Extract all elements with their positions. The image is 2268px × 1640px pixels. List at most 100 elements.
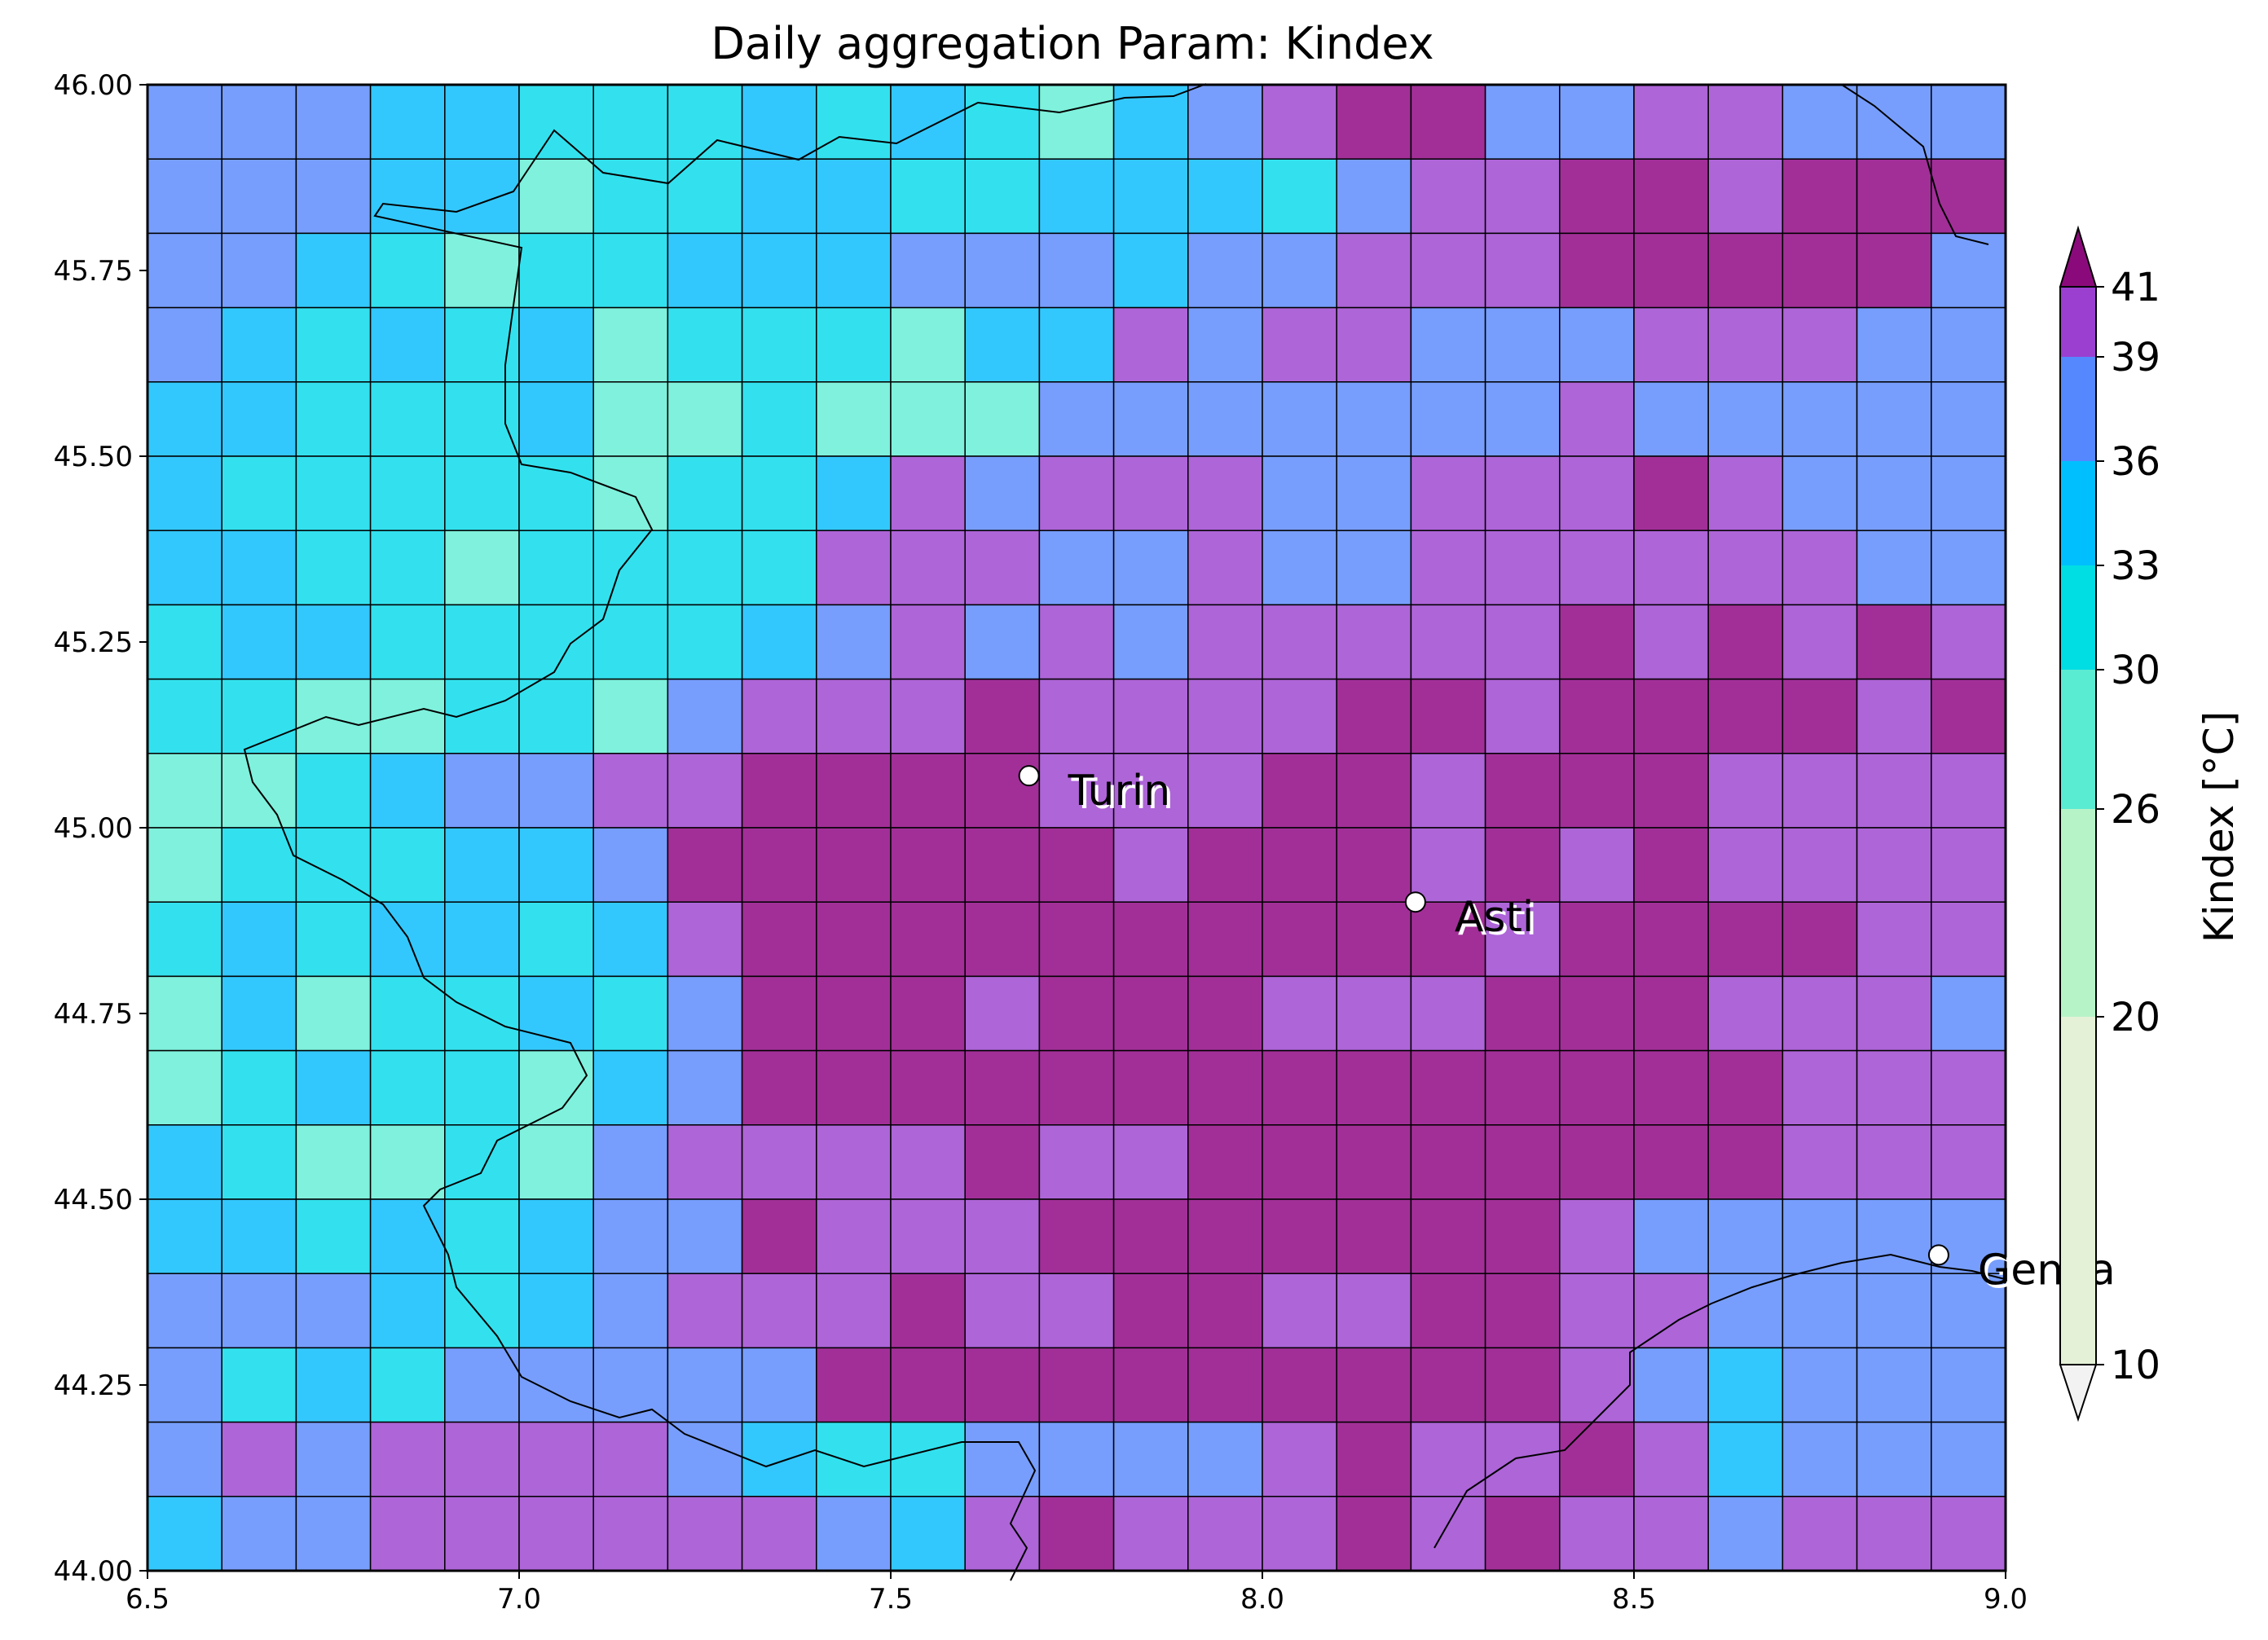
- grid-cell: [593, 754, 667, 828]
- grid-cell: [742, 159, 817, 233]
- x-tick-label: 8.5: [1612, 1583, 1656, 1616]
- grid-cell: [1411, 828, 1485, 902]
- grid-cell: [296, 1348, 370, 1422]
- grid-cell: [1634, 233, 1708, 307]
- grid-cell: [1634, 605, 1708, 679]
- grid-cell: [519, 530, 593, 605]
- grid-cell: [1486, 1199, 1560, 1273]
- grid-cell: [817, 1199, 891, 1273]
- grid-cell: [1857, 828, 1931, 902]
- grid-cell: [296, 1051, 370, 1125]
- grid-cell: [296, 1497, 370, 1571]
- grid-cell: [667, 159, 742, 233]
- grid-cell: [1560, 456, 1634, 530]
- grid-cell: [1782, 456, 1856, 530]
- grid-cell: [1337, 902, 1411, 976]
- grid-cell: [445, 85, 519, 159]
- grid-cell: [817, 754, 891, 828]
- grid-cell: [1857, 679, 1931, 754]
- grid-cell: [1857, 754, 1931, 828]
- grid-cell: [222, 902, 296, 976]
- grid-cell: [1262, 1273, 1337, 1348]
- grid-cell: [1039, 1348, 1113, 1422]
- grid-cell: [1114, 456, 1188, 530]
- grid-cell: [965, 382, 1039, 456]
- grid-cell: [1486, 754, 1560, 828]
- grid-cell: [148, 605, 222, 679]
- grid-cell: [222, 233, 296, 307]
- grid-cell: [817, 159, 891, 233]
- grid-cell: [1114, 679, 1188, 754]
- grid-cell: [1188, 1199, 1262, 1273]
- grid-cell: [667, 902, 742, 976]
- grid-cell: [965, 530, 1039, 605]
- grid-cell: [519, 1051, 593, 1125]
- grid-cell: [1857, 1051, 1931, 1125]
- grid-cell: [1337, 233, 1411, 307]
- grid-cell: [1857, 530, 1931, 605]
- grid-cell: [1560, 605, 1634, 679]
- grid-cell: [1039, 902, 1113, 976]
- grid-cell: [371, 1422, 445, 1497]
- grid-cell: [1337, 85, 1411, 159]
- grid-cell: [1782, 1051, 1856, 1125]
- grid-cell: [1337, 605, 1411, 679]
- grid-cell: [1188, 530, 1262, 605]
- grid-cell: [445, 902, 519, 976]
- grid-cell: [742, 1199, 817, 1273]
- grid-cell: [222, 1348, 296, 1422]
- grid-cell: [371, 679, 445, 754]
- grid-cell: [445, 754, 519, 828]
- grid-cell: [1486, 1497, 1560, 1571]
- grid-cell: [1411, 159, 1485, 233]
- grid-cell: [1782, 85, 1856, 159]
- y-tick-label: 45.00: [54, 812, 133, 845]
- grid-cell: [1114, 159, 1188, 233]
- grid-cell: [1634, 1125, 1708, 1199]
- grid-cell: [445, 382, 519, 456]
- grid-cell: [1486, 679, 1560, 754]
- grid-cell: [1411, 85, 1485, 159]
- grid-cell: [593, 233, 667, 307]
- grid-cell: [1411, 1051, 1485, 1125]
- colorbar-over-arrow: [2060, 228, 2096, 287]
- grid-cell: [371, 1348, 445, 1422]
- grid-cell: [593, 902, 667, 976]
- grid-cell: [1708, 159, 1782, 233]
- grid-cell: [1782, 828, 1856, 902]
- grid-cell: [1262, 1199, 1337, 1273]
- grid-cell: [1262, 605, 1337, 679]
- grid-cell: [1560, 85, 1634, 159]
- grid-cell: [148, 530, 222, 605]
- grid-cell: [965, 308, 1039, 382]
- grid-cell: [1708, 456, 1782, 530]
- grid-cell: [1486, 159, 1560, 233]
- grid-cell: [1782, 382, 1856, 456]
- grid-cell: [222, 530, 296, 605]
- grid-cell: [371, 233, 445, 307]
- grid-cell: [519, 902, 593, 976]
- grid-cell: [891, 902, 965, 976]
- grid-cell: [1782, 902, 1856, 976]
- grid-cell: [296, 679, 370, 754]
- grid-cell: [371, 605, 445, 679]
- grid-cell: [1708, 828, 1782, 902]
- grid-cell: [891, 85, 965, 159]
- grid-cell: [148, 1273, 222, 1348]
- grid-cell: [1039, 1422, 1113, 1497]
- grid-cell: [1039, 1051, 1113, 1125]
- grid-cell: [1782, 976, 1856, 1050]
- grid-cell: [1708, 308, 1782, 382]
- grid-cell: [148, 382, 222, 456]
- grid-cell: [817, 85, 891, 159]
- grid-cell: [445, 530, 519, 605]
- grid-cell: [1634, 754, 1708, 828]
- grid-cell: [519, 1125, 593, 1199]
- grid-cell: [1262, 456, 1337, 530]
- grid-cell: [148, 1051, 222, 1125]
- grid-cell: [965, 1348, 1039, 1422]
- grid-cell: [742, 456, 817, 530]
- grid-cell: [1411, 382, 1485, 456]
- grid-cell: [296, 1125, 370, 1199]
